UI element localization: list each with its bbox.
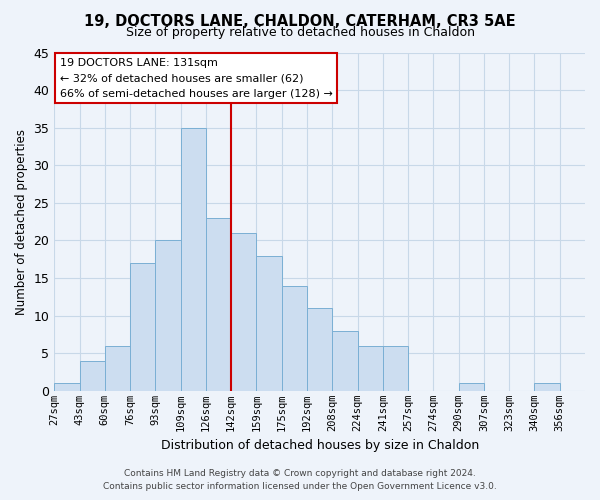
Text: 19 DOCTORS LANE: 131sqm
← 32% of detached houses are smaller (62)
66% of semi-de: 19 DOCTORS LANE: 131sqm ← 32% of detache… (59, 58, 332, 99)
Bar (358, 346, 383, 391)
Bar (181, 128, 206, 391)
Bar (54, 384, 80, 391)
Bar (130, 263, 155, 391)
Text: 19, DOCTORS LANE, CHALDON, CATERHAM, CR3 5AE: 19, DOCTORS LANE, CHALDON, CATERHAM, CR3… (84, 14, 516, 29)
Bar (231, 233, 256, 391)
Y-axis label: Number of detached properties: Number of detached properties (15, 128, 28, 314)
Bar (458, 384, 484, 391)
Bar (282, 286, 307, 391)
X-axis label: Distribution of detached houses by size in Chaldon: Distribution of detached houses by size … (161, 440, 479, 452)
Bar (206, 218, 231, 391)
Bar (332, 330, 358, 391)
Bar (155, 240, 181, 391)
Bar (307, 308, 332, 391)
Bar (256, 256, 282, 391)
Bar (80, 361, 105, 391)
Text: Contains HM Land Registry data © Crown copyright and database right 2024.
Contai: Contains HM Land Registry data © Crown c… (103, 470, 497, 491)
Bar (105, 346, 130, 391)
Bar (383, 346, 408, 391)
Text: Size of property relative to detached houses in Chaldon: Size of property relative to detached ho… (125, 26, 475, 39)
Bar (535, 384, 560, 391)
